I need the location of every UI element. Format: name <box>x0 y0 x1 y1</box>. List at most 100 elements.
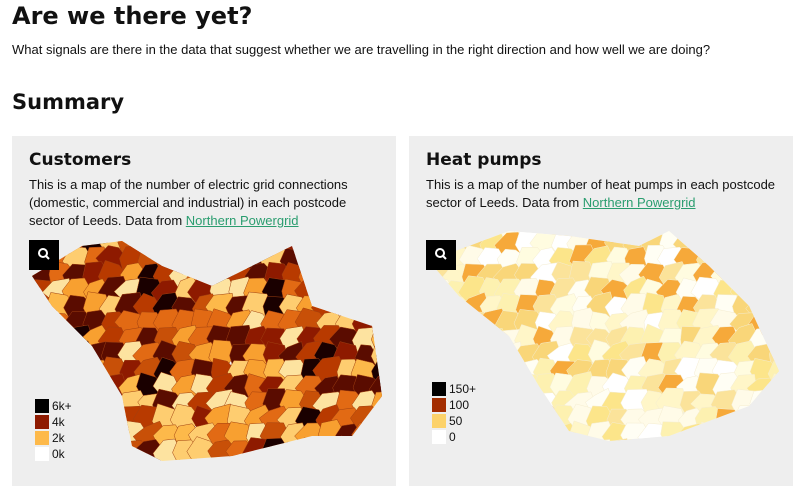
source-link[interactable]: Northern Powergrid <box>582 195 696 210</box>
map-region <box>478 392 507 419</box>
map-region <box>463 231 489 243</box>
map-region <box>314 260 348 290</box>
map-region <box>189 245 221 275</box>
map-region <box>242 241 273 257</box>
map-region <box>278 441 311 461</box>
search-icon <box>38 248 50 260</box>
map-region <box>767 307 779 338</box>
map-region <box>457 343 493 370</box>
description-text: This is a map of the number of heat pump… <box>426 177 776 210</box>
map-region <box>101 422 129 453</box>
legend: 150+ 100 50 0 <box>432 381 476 445</box>
legend-item: 4k <box>35 414 72 430</box>
map-region <box>693 436 726 441</box>
legend-swatch <box>432 382 446 396</box>
map-region <box>497 371 527 405</box>
map-region <box>727 231 758 243</box>
legend-item: 2k <box>35 430 72 446</box>
map-region <box>732 440 761 441</box>
map-region <box>429 425 435 441</box>
map-region <box>496 405 524 435</box>
map-region <box>731 419 761 441</box>
map-region <box>66 357 92 389</box>
map-region <box>300 246 331 277</box>
map-region <box>764 261 779 293</box>
legend-label: 50 <box>449 414 463 428</box>
map-region <box>749 276 775 306</box>
map-region <box>311 241 345 259</box>
map-region <box>44 339 73 367</box>
map-region <box>711 435 739 441</box>
map-region <box>369 407 382 433</box>
map-region <box>515 422 544 441</box>
map-region <box>371 275 382 302</box>
card: Heat pumps This is a map of the number o… <box>409 136 793 486</box>
card-title: Heat pumps <box>426 150 542 170</box>
map-region <box>173 245 202 275</box>
map-region <box>369 423 382 451</box>
map-region <box>750 247 777 274</box>
map-region <box>317 244 347 275</box>
map-region <box>442 343 471 370</box>
map-region <box>715 408 741 434</box>
map-region <box>479 436 508 441</box>
map-region <box>316 439 347 461</box>
map-region <box>371 391 382 419</box>
legend-swatch <box>35 399 49 413</box>
map-region <box>429 327 437 353</box>
map-region <box>713 245 741 275</box>
source-link[interactable]: Northern Powergrid <box>185 213 299 228</box>
map-region <box>459 327 493 352</box>
map-region <box>476 359 508 384</box>
map-region <box>351 241 380 258</box>
map-region <box>748 406 779 435</box>
legend-swatch <box>432 414 446 428</box>
map-region <box>351 280 382 307</box>
map-region <box>32 343 39 372</box>
legend-item: 6k+ <box>35 398 72 414</box>
map-region <box>605 231 632 241</box>
map-region <box>204 241 237 261</box>
map-region <box>429 312 456 337</box>
map-region <box>188 241 218 258</box>
map-region <box>475 405 506 432</box>
map-region <box>535 440 565 441</box>
map-region <box>656 440 689 441</box>
map-region <box>766 293 779 323</box>
map-region <box>43 324 72 356</box>
map-region <box>674 438 704 441</box>
legend-swatch <box>432 430 446 444</box>
map-region <box>32 277 37 307</box>
map-region <box>767 391 779 418</box>
map-region <box>368 261 382 291</box>
map-region <box>78 391 113 417</box>
map <box>32 241 382 461</box>
map-region <box>769 278 779 308</box>
map-region <box>512 408 546 435</box>
legend-label: 2k <box>52 431 65 445</box>
map-region <box>749 231 777 241</box>
map-region <box>694 231 725 240</box>
map-region <box>584 439 614 441</box>
map-region <box>66 340 96 372</box>
page-subtitle: What signals are there in the data that … <box>12 42 711 57</box>
map-region <box>429 295 451 322</box>
map-region <box>370 310 382 340</box>
legend-swatch <box>35 447 49 461</box>
map-region <box>335 241 364 257</box>
map-region <box>332 263 366 290</box>
legend-label: 150+ <box>449 382 477 396</box>
map-region <box>750 437 779 441</box>
map-region <box>441 313 475 337</box>
map-region <box>32 374 40 401</box>
map-region <box>762 246 779 277</box>
zoom-button[interactable] <box>29 240 59 270</box>
map-region <box>730 260 762 292</box>
legend-item: 100 <box>432 397 476 413</box>
zoom-button[interactable] <box>426 240 456 270</box>
map-region <box>82 406 111 433</box>
map-region <box>767 327 779 355</box>
map-region <box>492 341 523 370</box>
map-region <box>221 241 254 260</box>
